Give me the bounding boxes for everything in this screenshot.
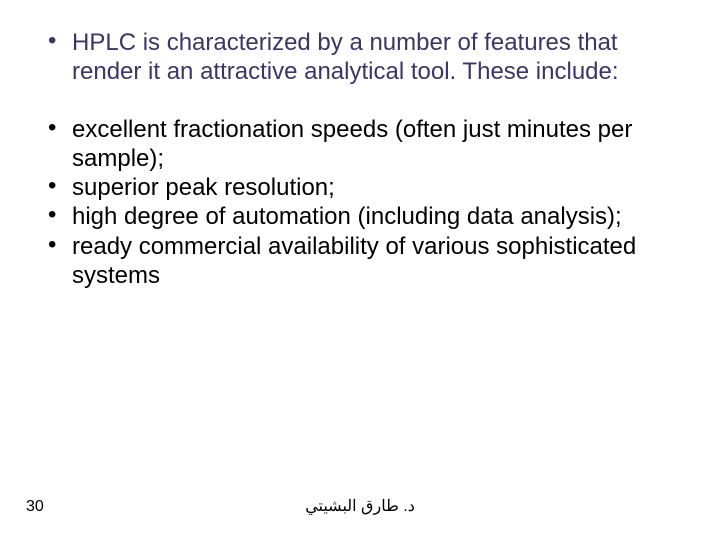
list-item: excellent fractionation speeds (often ju… bbox=[44, 115, 676, 174]
spacer bbox=[44, 87, 676, 115]
list-item: superior peak resolution; bbox=[44, 173, 676, 202]
slide: HPLC is characterized by a number of fea… bbox=[0, 0, 720, 540]
point-text: excellent fractionation speeds (often ju… bbox=[72, 116, 632, 172]
intro-bullet: HPLC is characterized by a number of fea… bbox=[44, 28, 676, 87]
intro-text: HPLC is characterized by a number of fea… bbox=[72, 29, 619, 85]
list-item: high degree of automation (including dat… bbox=[44, 202, 676, 231]
point-text: high degree of automation (including dat… bbox=[72, 203, 622, 230]
author-name: د. طارق البشيتي bbox=[0, 496, 720, 516]
intro-list: HPLC is characterized by a number of fea… bbox=[44, 28, 676, 87]
point-text: superior peak resolution; bbox=[72, 174, 335, 201]
list-item: ready commercial availability of various… bbox=[44, 232, 676, 291]
points-list: excellent fractionation speeds (often ju… bbox=[44, 115, 676, 291]
point-text: ready commercial availability of various… bbox=[72, 233, 636, 289]
